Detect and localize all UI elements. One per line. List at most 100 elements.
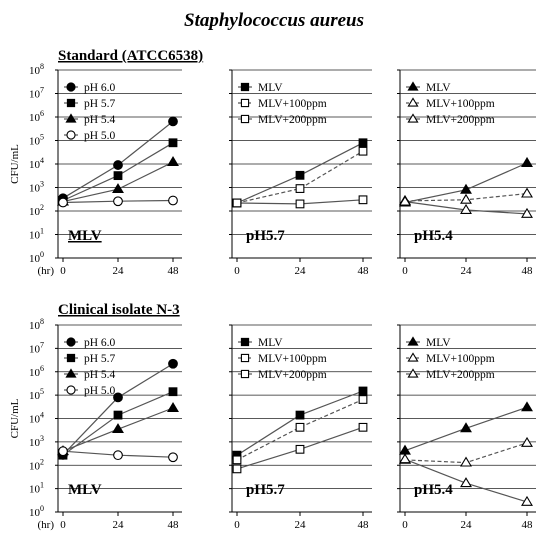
legend-marker: [407, 336, 419, 346]
data-point-1-1: [460, 456, 472, 467]
y-tick-label: 108: [29, 317, 44, 332]
data-point-2-2: [167, 402, 179, 412]
y-tick-label: 106: [29, 364, 44, 379]
legend-label: pH 6.0: [84, 82, 116, 94]
data-point-0-2: [358, 386, 368, 396]
x-tick-label: 24: [461, 519, 473, 531]
legend-marker: [407, 81, 419, 91]
x-unit-label: (hr): [38, 265, 55, 277]
legend-marker: [240, 98, 250, 108]
data-point-2-1: [295, 444, 305, 454]
y-tick-label: 102: [29, 203, 44, 218]
y-tick-label: 107: [29, 86, 44, 101]
y-tick-label: 105: [29, 133, 44, 148]
x-tick-label: 0: [234, 265, 240, 277]
data-point-0-1: [460, 422, 472, 433]
chart-panel-3: 100 101 102 103 104 105 106 107 108 CFU/mL 0 24 48 (h…: [9, 317, 182, 531]
data-point-2-1: [112, 423, 124, 434]
y-tick-label: 100: [29, 250, 44, 265]
data-point-3-2: [168, 195, 178, 206]
panels: 100 101 102 103 104 105 106 107 108 CFU/mL 0 24 48 (h…: [9, 62, 536, 531]
figure-title: Staphylococcus aureus: [184, 10, 364, 31]
legend-label: MLV+200ppm: [258, 369, 327, 381]
y-tick-label: 108: [29, 62, 44, 77]
y-axis-label: CFU/mL: [9, 144, 21, 184]
data-point-0-2: [521, 156, 533, 167]
legend: MLV MLV+100ppm MLV+200ppm: [406, 336, 495, 381]
data-point-2-0: [399, 195, 411, 206]
legend-label: pH 6.0: [84, 337, 116, 349]
data-point-3-2: [168, 452, 178, 463]
data-point-0-1: [295, 410, 305, 420]
y-tick-label: 101: [29, 227, 44, 242]
x-tick-label: 48: [168, 519, 180, 531]
legend-marker: [240, 353, 250, 363]
x-tick-label: 0: [402, 519, 408, 531]
series-line-1: [236, 150, 364, 204]
legend-label: MLV+100ppm: [426, 353, 495, 365]
data-point-1-0: [232, 455, 242, 465]
x-unit-label: (hr): [38, 519, 55, 531]
panel-sublabel: pH5.7: [246, 482, 285, 498]
data-point-3-0: [58, 197, 68, 208]
data-point-3-1: [113, 450, 123, 461]
x-tick-label: 48: [522, 519, 534, 531]
y-tick-label: 104: [29, 411, 44, 426]
y-tick-label: 102: [29, 457, 44, 472]
data-point-2-1: [460, 477, 472, 488]
x-tick-label: 48: [358, 265, 370, 277]
legend-marker: [240, 337, 250, 347]
data-point-2-2: [521, 207, 533, 218]
legend-label: pH 5.7: [84, 98, 116, 110]
legend-label: MLV: [426, 337, 451, 349]
data-point-2-1: [112, 183, 124, 194]
data-point-3-1: [113, 196, 123, 207]
series-line-0: [62, 363, 174, 456]
x-tick-label: 24: [461, 265, 473, 277]
legend-marker: [407, 352, 419, 362]
data-point-1-2: [168, 387, 178, 397]
data-point-0-2: [358, 138, 368, 148]
panel-sublabel: pH5.4: [414, 228, 453, 244]
data-point-2-1: [460, 203, 472, 214]
section-label-standard: Standard (ATCC6538): [58, 48, 203, 64]
section-label-clinical: Clinical isolate N-3: [58, 302, 180, 318]
data-point-2-1: [295, 199, 305, 209]
legend-label: pH 5.7: [84, 353, 116, 365]
legend: MLV MLV+100ppm MLV+200ppm: [238, 82, 327, 126]
y-tick-label: 103: [29, 434, 44, 449]
data-point-1-1: [295, 422, 305, 432]
data-point-0-2: [168, 116, 178, 127]
legend: pH 6.0 pH 5.7 pH 5.4 pH 5.0: [64, 82, 116, 142]
y-tick-label: 101: [29, 481, 44, 496]
y-axis-label: CFU/mL: [9, 398, 21, 438]
data-point-2-0: [399, 453, 411, 464]
legend: pH 6.0 pH 5.7 pH 5.4 pH 5.0: [64, 337, 116, 397]
data-point-1-2: [521, 187, 533, 198]
legend-label: MLV: [258, 82, 283, 94]
legend-label: MLV+100ppm: [258, 98, 327, 110]
legend-marker: [240, 82, 250, 92]
x-tick-label: 24: [295, 519, 307, 531]
data-point-2-2: [167, 156, 179, 167]
legend-label: pH 5.4: [84, 369, 116, 381]
panel-sublabel: pH5.7: [246, 228, 285, 244]
data-point-2-2: [358, 422, 368, 432]
chart-panel-2: 0 24 48 MLV MLV+100ppm MLV+200ppm pH5.4: [397, 69, 536, 277]
data-point-1-2: [521, 436, 533, 447]
x-tick-label: 0: [60, 265, 66, 277]
legend-marker: [66, 385, 76, 395]
x-tick-label: 0: [402, 265, 408, 277]
legend-marker: [66, 353, 76, 363]
x-tick-label: 48: [358, 519, 370, 531]
legend-label: MLV+200ppm: [426, 114, 495, 126]
x-tick-label: 24: [113, 519, 125, 531]
panel-sublabel: MLV: [68, 228, 102, 244]
y-tick-label: 107: [29, 340, 44, 355]
legend-marker: [66, 98, 76, 108]
data-point-0-1: [113, 392, 123, 403]
legend: MLV MLV+100ppm MLV+200ppm: [406, 81, 495, 126]
chart-panel-5: 0 24 48 MLV MLV+100ppm MLV+200ppm pH5.4: [397, 324, 536, 531]
x-tick-label: 0: [60, 519, 66, 531]
x-tick-label: 48: [522, 265, 534, 277]
